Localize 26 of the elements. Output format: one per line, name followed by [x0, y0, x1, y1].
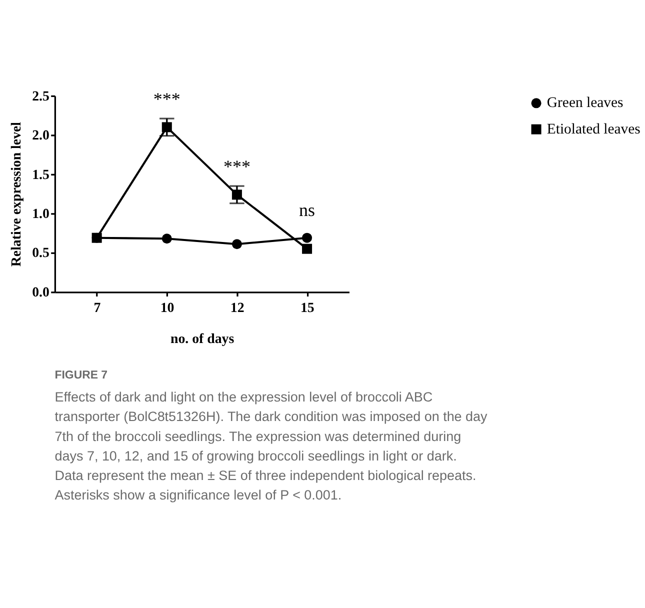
y-tick-label: 2.0	[32, 128, 50, 144]
annotation: ***	[153, 89, 180, 110]
text: Effects of dark and light on the expression level of broccoli ABC transporter (BolC8t51326H). The dark condition was imposed on the day 7th of the broccoli seedlings. The expression was determined during days 7, 10, 12, and 15 of growing broccoli seedlings in light or dark. Data represent the mean ± SE of three independent biological repeats. Asterisks show a significance level of P < 0.001.	[54, 390, 488, 503]
legend-label: Green leaves	[546, 95, 624, 112]
y-axis-title: Relative expression level	[10, 122, 25, 267]
point	[232, 190, 242, 200]
y-tick-label: 0.0	[32, 285, 50, 300]
y-tick-label: 1.0	[32, 207, 50, 222]
point	[302, 244, 312, 254]
y-tick-label: 0.5	[32, 246, 50, 262]
x-tick-label: 15	[300, 301, 314, 316]
legend-label: Etiolated leaves	[546, 121, 641, 138]
annotation: ns	[299, 200, 316, 220]
point	[92, 232, 102, 243]
x-tick-label: 12	[230, 301, 244, 316]
point	[162, 122, 172, 132]
point	[232, 239, 242, 250]
x-tick-label: 7	[94, 301, 101, 316]
point	[162, 234, 172, 244]
y-tick-label: 1.5	[32, 168, 50, 183]
annotation: ***	[223, 156, 250, 177]
caption: FIGURE 7	[54, 370, 108, 382]
y-tick-label: 2.5	[32, 89, 50, 104]
x-axis-title: no. of days	[170, 332, 235, 348]
x-tick-label: 10	[160, 301, 174, 316]
point	[302, 232, 312, 243]
